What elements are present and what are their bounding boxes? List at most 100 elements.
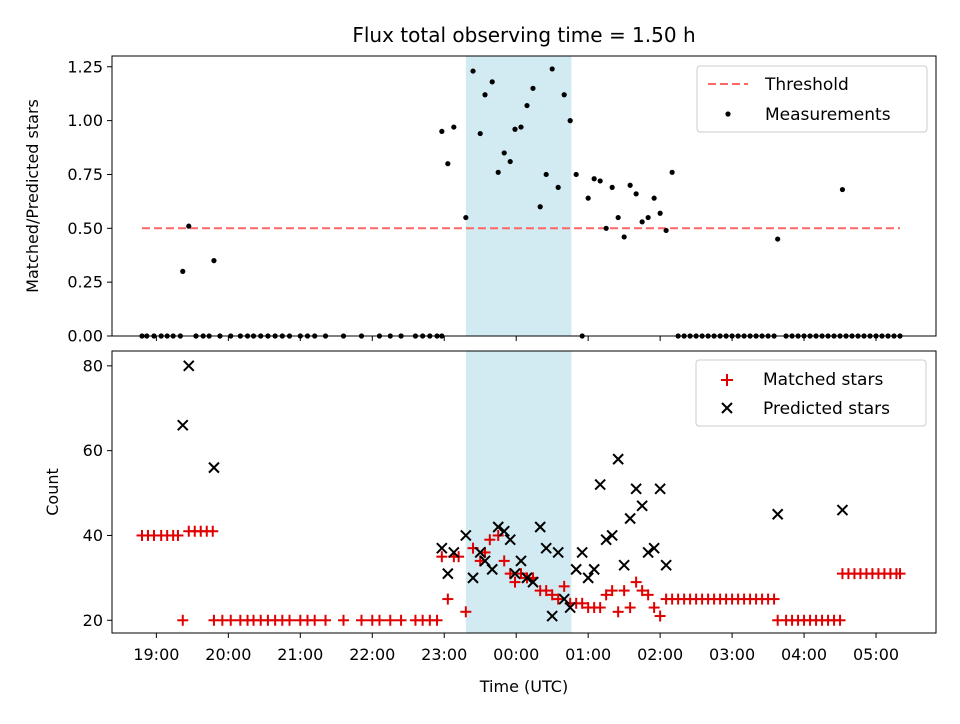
matched-star-point: [395, 614, 407, 626]
measurement-point: [627, 182, 633, 188]
predicted-star-point: [836, 504, 849, 516]
measurement-point: [537, 204, 543, 210]
predicted-star-point: [552, 546, 564, 559]
matched-star-point: [618, 585, 630, 597]
predicted-star-point: [660, 559, 672, 571]
matched-star-point: [172, 529, 184, 541]
predicted-star-point: [558, 593, 570, 605]
matched-star-point: [442, 593, 454, 605]
x-tick-label: 21:00: [277, 645, 323, 664]
measurement-point: [645, 214, 651, 221]
x-axis-label: Time (UTC): [479, 677, 568, 696]
measurement-point: [211, 258, 217, 264]
top-y-tick-label: 0.00: [67, 327, 103, 346]
bottom-legend-box: [695, 359, 927, 427]
matched-star-point: [284, 614, 296, 626]
predicted-star-point: [534, 521, 546, 533]
measurement-point: [555, 184, 561, 190]
matched-star-point: [630, 576, 642, 588]
measurement-point: [651, 195, 657, 201]
bottom-legend: Matched stars Predicted stars: [695, 359, 927, 427]
bottom-y-tick-label: 20: [83, 611, 103, 630]
matched-star-point: [576, 597, 588, 609]
predicted-star-point: [486, 563, 498, 576]
measurement-point: [495, 169, 501, 175]
bottom-y-tick-label: 40: [83, 526, 103, 545]
matched-points: [136, 525, 906, 626]
top-highlight-span: [465, 56, 572, 336]
matched-star-point: [636, 585, 648, 597]
predicted-star-point: [521, 572, 533, 584]
measurement-point: [489, 79, 495, 85]
matched-star-point: [600, 589, 612, 601]
measurement-point: [657, 210, 663, 216]
matched-star-point: [894, 568, 906, 580]
predicted-star-point: [600, 533, 612, 546]
matched-star-point: [648, 602, 660, 614]
matched-star-point: [606, 585, 618, 597]
predicted-star-point: [177, 419, 189, 431]
bottom-highlight-span: [465, 351, 572, 633]
bottom-y-tick-label: 80: [83, 356, 103, 375]
measurement-point: [609, 184, 615, 190]
predicted-star-point: [183, 360, 195, 372]
predicted-star-point: [442, 567, 454, 580]
matched-star-point: [431, 614, 443, 626]
x-tick-label: 19:00: [133, 645, 179, 664]
top-y-tick-label: 0.75: [67, 165, 103, 184]
measurement-point: [839, 186, 846, 193]
predicted-star-point: [540, 542, 552, 554]
x-tick-label: 00:00: [493, 645, 539, 664]
top-panel: 0.00 0.25 0.50 0.75 1.00 1.25 Matched/Predict…: [23, 55, 937, 346]
predicted-star-point: [642, 546, 654, 559]
legend-measurements-label: Measurements: [765, 105, 891, 125]
bottom-x-ticks: 19:00 20:00 21:00 22:00 23:00 00:00 01:00 02:00…: [133, 633, 899, 664]
matched-star-point: [768, 593, 780, 605]
top-y-tick-label: 1.25: [67, 57, 103, 76]
x-tick-label: 05:00: [853, 645, 899, 664]
x-tick-label: 20:00: [205, 645, 251, 664]
matched-star-point: [612, 606, 624, 618]
measurement-point: [591, 176, 597, 182]
measurement-point: [639, 219, 645, 225]
matched-star-point: [207, 525, 219, 537]
measurement-point: [186, 223, 192, 229]
top-y-tick-label: 0.25: [67, 273, 103, 292]
bottom-axes-frame: [111, 350, 937, 634]
matched-star-point: [373, 614, 385, 626]
predicted-star-point: [208, 461, 220, 474]
bottom-y-ticks: 20 40 60 80: [83, 356, 112, 630]
matched-star-point: [436, 551, 448, 563]
predicted-star-point: [612, 453, 624, 465]
predicted-star-point: [492, 521, 504, 533]
predicted-star-point: [648, 542, 660, 554]
measurement-point: [482, 92, 488, 98]
predicted-points: [177, 360, 849, 622]
predicted-star-point: [588, 563, 600, 576]
predicted-star-point: [771, 508, 784, 520]
predicted-star-point: [474, 546, 486, 559]
bottom-y-axis-label: Count: [43, 468, 62, 516]
matched-star-point: [642, 589, 654, 601]
measurement-point: [543, 171, 549, 178]
x-tick-label: 02:00: [637, 645, 683, 664]
bottom-panel: 20 40 60 80 19:00 20:00 21:00 22:00 23:00 00:00 0…: [43, 350, 937, 696]
measurement-point: [633, 191, 639, 197]
legend-predicted-label: Predicted stars: [763, 399, 890, 419]
predicted-star-point: [564, 601, 576, 614]
legend-predicted-swatch: [721, 402, 733, 414]
matched-star-point: [309, 614, 321, 626]
predicted-star-point: [498, 525, 510, 537]
legend-threshold-label: Threshold: [764, 75, 849, 95]
matched-star-point: [654, 610, 666, 622]
measurement-point: [669, 169, 675, 175]
predicted-star-point: [509, 567, 521, 580]
matched-star-point: [594, 602, 606, 614]
x-tick-label: 23:00: [421, 645, 467, 664]
predicted-star-point: [448, 546, 460, 559]
measurement-point: [445, 161, 451, 167]
measurement-point: [463, 214, 469, 221]
predicted-star-point: [570, 563, 582, 576]
top-legend-box: [696, 65, 928, 133]
measurement-point: [663, 227, 669, 234]
